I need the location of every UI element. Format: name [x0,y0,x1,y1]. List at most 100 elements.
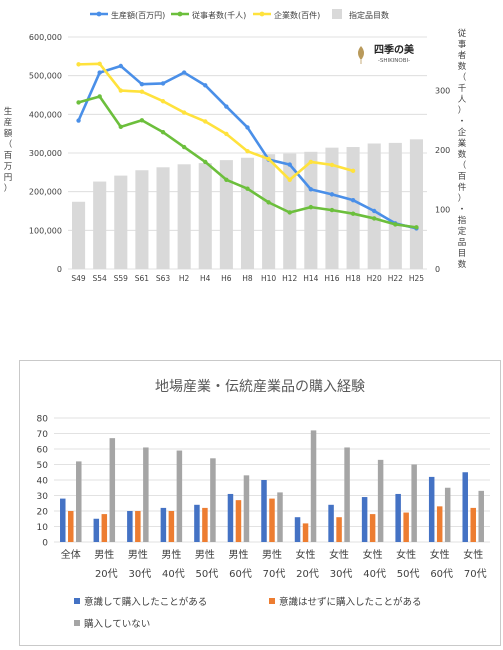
data-point [118,88,123,93]
x-tick-label-age: 70代 [263,568,286,580]
x-tick-label-age: 20代 [296,568,319,580]
shikinobi-logo: 四季の美 -SHIKINOBI- [358,43,415,64]
bar-aware [462,472,468,542]
data-point [203,83,208,88]
legend-label: 企業数(百件) [274,10,320,20]
bar-designated-items [367,143,381,269]
data-point [181,110,187,115]
data-point [97,70,102,75]
bar-unaware [403,512,409,542]
y-tick-label: 40 [37,477,49,487]
bar-never [344,447,350,542]
y-left-tick-label: 200,000 [29,188,62,197]
bar-aware [227,493,234,542]
data-point [160,129,166,135]
x-tick-label-age: 70代 [464,568,487,580]
data-point [76,118,81,123]
y-tick-label: 70 [37,430,49,440]
x-tick-label-gender: 男性 [128,548,148,561]
x-tick-label-age: 30代 [128,568,151,580]
data-point [266,200,271,205]
bar-aware [60,498,66,542]
data-point [329,162,335,168]
y-tick-label: 30 [37,492,49,502]
bar-unaware [135,511,141,542]
bar-never [243,475,250,542]
data-point [224,177,229,182]
y-right-tick-label: 0 [435,265,440,274]
data-point [139,118,145,123]
bar-designated-items [346,147,360,269]
x-tick-label-age: 50代 [196,568,219,580]
data-point [245,149,250,154]
bar-aware [93,518,100,542]
legend-swatch [269,598,275,604]
bar-unaware [302,523,309,542]
x-tick-label: H4 [200,274,211,283]
x-tick-label-age: 60代 [430,568,453,580]
data-point [308,159,314,165]
bar-never [176,450,183,542]
data-point [350,211,356,216]
data-point [97,61,102,66]
y-right-tick-label: 200 [435,146,450,155]
legend-label: 指定品目数 [349,10,389,20]
bar-designated-items [262,154,276,269]
y-tick-label: 60 [37,446,49,456]
bar-designated-items [72,201,86,269]
data-point [203,119,208,124]
x-tick-label-gender: 女性 [296,548,316,561]
x-tick-label-age: 40代 [162,568,185,580]
x-tick-label: H18 [345,274,360,283]
bar-aware [328,504,334,542]
bar-designated-items [177,164,191,269]
x-tick-label-gender: 女性 [463,548,483,561]
bar-designated-items [93,181,107,269]
bar-unaware [269,498,275,542]
y-tick-label: 0 [42,539,48,549]
data-point [118,124,123,130]
y-left-tick-label: 500,000 [29,72,62,81]
bar-never [143,447,149,542]
x-tick-label: S54 [93,274,108,283]
bar-designated-items [219,160,233,269]
bar-unaware [168,511,175,542]
data-point [97,94,102,99]
bar-aware [361,497,368,542]
bar-designated-items [388,142,402,269]
x-tick-label-age: 20代 [95,568,118,580]
y-tick-label: 20 [37,508,49,518]
data-point [266,156,271,162]
bar-aware [160,507,167,542]
data-point [245,125,250,130]
data-point [350,168,356,174]
x-tick-label-gender: 男性 [195,548,215,561]
bar-unaware [68,511,74,542]
bar-designated-items [198,163,212,269]
data-point [372,208,377,214]
y-left-tick-label: 100,000 [29,226,62,235]
bar-aware [294,517,301,542]
data-point [329,207,335,213]
x-tick-label: H25 [409,274,424,283]
legend-swatch-bar [332,9,342,19]
bar-never [411,464,417,542]
x-tick-label: H12 [282,274,297,283]
x-tick-label: H10 [261,274,276,283]
data-point [139,81,145,87]
y-tick-label: 50 [37,461,49,471]
y-left-tick-label: 400,000 [29,110,62,119]
x-tick-label-gender: 女性 [396,548,416,561]
y-tick-label: 80 [37,415,49,425]
bar-aware [127,511,133,542]
data-point [181,144,187,150]
x-tick-label: S59 [114,274,129,283]
x-tick-label-age: 60代 [229,568,252,580]
y-tick-label: 10 [37,523,49,533]
bar-designated-items [135,170,149,269]
data-point [181,70,187,75]
bar-designated-items [304,151,318,269]
data-point [76,100,81,105]
leaf-logo-icon [358,46,364,60]
data-point [308,187,314,192]
